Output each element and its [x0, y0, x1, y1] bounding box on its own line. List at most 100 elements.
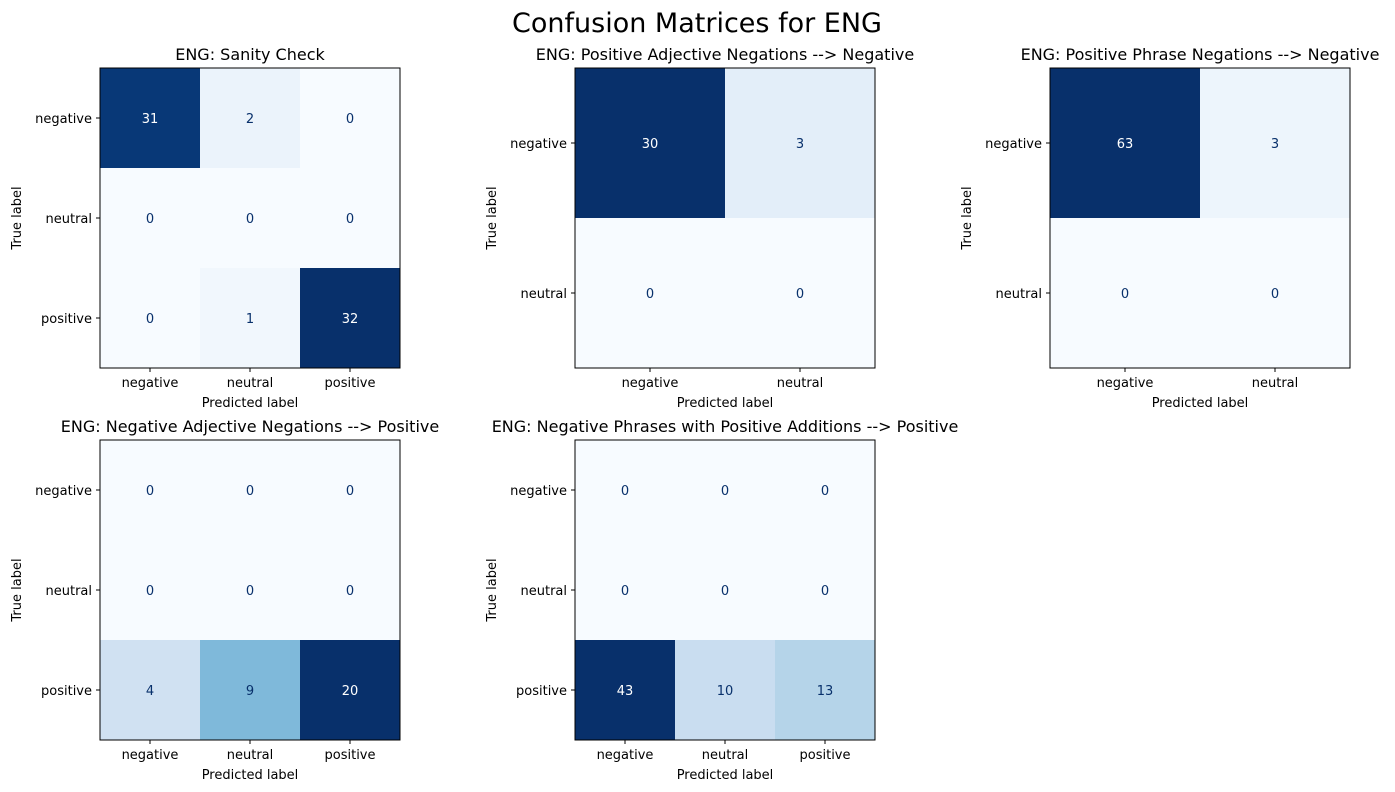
matrix-cell: [300, 540, 401, 641]
matrix-cell: [1200, 218, 1351, 369]
y-axis-label: True label: [10, 558, 25, 622]
x-tick-label: neutral: [227, 748, 274, 763]
matrix-cell: [200, 640, 301, 741]
cell-value-label: 0: [721, 584, 729, 599]
matrix-cell: [575, 540, 676, 641]
cell-value-label: 9: [246, 684, 254, 699]
cell-value-label: 31: [142, 112, 159, 127]
matrix-cell: [200, 68, 301, 169]
x-axis-label: Predicted label: [1152, 396, 1249, 411]
y-tick-label: positive: [41, 684, 92, 699]
cell-value-label: 0: [146, 584, 154, 599]
matrix-cell: [775, 640, 876, 741]
matrix-cell: [200, 540, 301, 641]
matrix-cell: [200, 440, 301, 541]
panel-title: ENG: Negative Adjective Negations --> Po…: [61, 417, 439, 436]
panel-title: ENG: Negative Phrases with Positive Addi…: [492, 417, 959, 436]
cell-value-label: 0: [1121, 287, 1129, 302]
matrix-cell: [100, 540, 201, 641]
cell-value-label: 4: [146, 684, 154, 699]
cell-value-label: 0: [246, 584, 254, 599]
cell-value-label: 0: [796, 287, 804, 302]
y-tick-label: negative: [35, 112, 92, 127]
matrix-cell: [1200, 68, 1351, 219]
panel-title: ENG: Sanity Check: [175, 45, 325, 64]
cell-value-label: 0: [621, 584, 629, 599]
matrix-cell: [300, 168, 401, 269]
cell-value-label: 0: [146, 484, 154, 499]
cell-value-label: 3: [796, 137, 804, 152]
matrix-cell: [575, 68, 726, 219]
confusion-matrix-panel-5: 0 0 0 0 0 0 43 10 13 negative neutral positive negat…: [485, 417, 958, 783]
cell-value-label: 0: [1271, 287, 1279, 302]
cell-value-label: 0: [646, 287, 654, 302]
cell-value-label: 0: [346, 584, 354, 599]
confusion-matrix-panel-4: 0 0 0 0 0 0 4 9 20 negative neutral positive negativ…: [10, 417, 439, 783]
matrix-cell: [100, 268, 201, 369]
matrix-cell: [775, 540, 876, 641]
y-tick-label: negative: [510, 484, 567, 499]
matrix-cell: [725, 68, 876, 219]
confusion-matrix-panel-1: 31 2 0 0 0 0 0 1 32 negative neutral positive negati…: [10, 45, 401, 411]
x-axis-label: Predicted label: [202, 396, 299, 411]
matrix-cell: [675, 540, 776, 641]
cell-value-label: 13: [817, 684, 834, 699]
cell-value-label: 32: [342, 312, 359, 327]
matrix-cell: [100, 440, 201, 541]
x-tick-label: neutral: [702, 748, 749, 763]
x-tick-label: neutral: [1252, 376, 1299, 391]
cell-value-label: 0: [621, 484, 629, 499]
y-tick-label: neutral: [46, 212, 93, 227]
cell-value-label: 0: [346, 112, 354, 127]
cell-value-label: 10: [717, 684, 734, 699]
matrix-cell: [575, 218, 726, 369]
x-tick-label: negative: [122, 748, 179, 763]
cell-value-label: 0: [721, 484, 729, 499]
cell-value-label: 43: [617, 684, 634, 699]
x-tick-label: positive: [800, 748, 851, 763]
matrix-cell: [725, 218, 876, 369]
panel-title: ENG: Positive Phrase Negations --> Negat…: [1021, 45, 1380, 64]
matrix-cell: [675, 640, 776, 741]
y-tick-label: neutral: [46, 584, 93, 599]
matrix-cell: [200, 168, 301, 269]
cell-value-label: 30: [642, 137, 659, 152]
matrix-cell: [200, 268, 301, 369]
matrix-cell: [1050, 218, 1201, 369]
x-axis-label: Predicted label: [677, 396, 774, 411]
y-axis-label: True label: [485, 186, 500, 250]
y-tick-label: negative: [985, 137, 1042, 152]
cell-value-label: 1: [246, 312, 254, 327]
y-tick-label: negative: [510, 137, 567, 152]
cell-value-label: 3: [1271, 137, 1279, 152]
x-tick-label: negative: [597, 748, 654, 763]
cell-value-label: 0: [346, 212, 354, 227]
x-tick-label: positive: [325, 748, 376, 763]
panel-title: ENG: Positive Adjective Negations --> Ne…: [536, 45, 914, 64]
y-tick-label: neutral: [521, 287, 568, 302]
matrix-cell: [575, 440, 676, 541]
matrix-cell: [300, 268, 401, 369]
x-tick-label: negative: [1097, 376, 1154, 391]
y-axis-label: True label: [485, 558, 500, 622]
y-axis-label: True label: [10, 186, 25, 250]
matrix-cell: [300, 68, 401, 169]
matrix-cell: [100, 68, 201, 169]
cell-value-label: 0: [146, 212, 154, 227]
y-tick-label: neutral: [521, 584, 568, 599]
y-tick-label: positive: [516, 684, 567, 699]
cell-value-label: 0: [346, 484, 354, 499]
cell-value-label: 20: [342, 684, 359, 699]
cell-value-label: 0: [246, 212, 254, 227]
x-axis-label: Predicted label: [202, 768, 299, 783]
figure-title: Confusion Matrices for ENG: [512, 8, 882, 39]
cell-value-label: 0: [246, 484, 254, 499]
x-axis-label: Predicted label: [677, 768, 774, 783]
axes-frame: [1049, 67, 1351, 369]
y-axis-label: True label: [960, 186, 975, 250]
matrix-cell: [100, 168, 201, 269]
y-tick-label: negative: [35, 484, 92, 499]
cell-value-label: 63: [1117, 137, 1134, 152]
